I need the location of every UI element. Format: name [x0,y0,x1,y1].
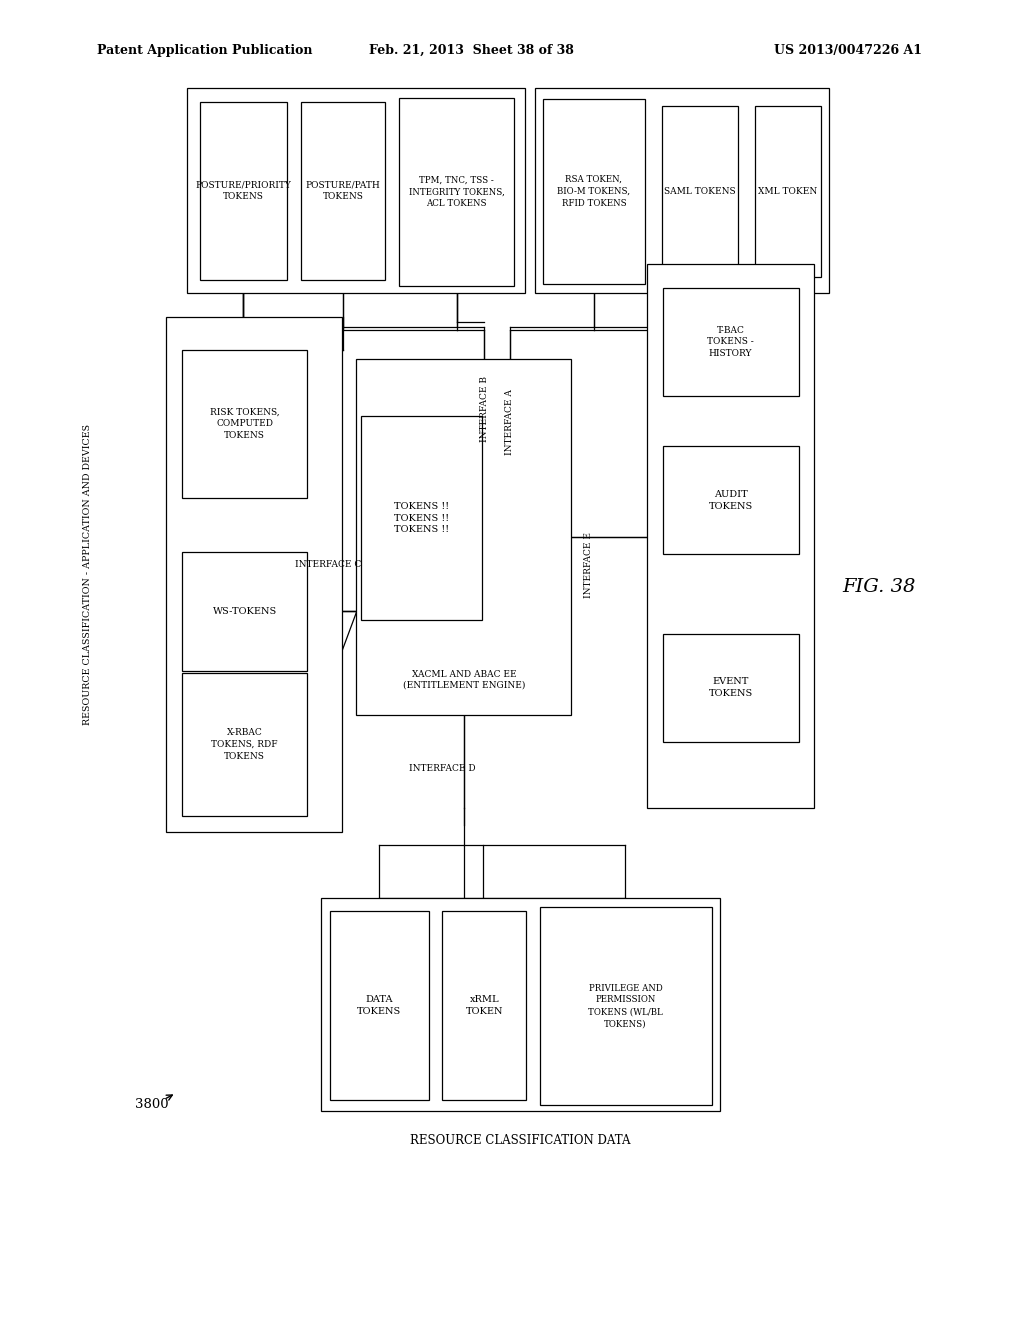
Text: EVENT
TOKENS: EVENT TOKENS [709,677,753,698]
Bar [663,288,799,396]
Bar [399,98,514,286]
Text: RSA TOKEN,
BIO-M TOKENS,
RFID TOKENS: RSA TOKEN, BIO-M TOKENS, RFID TOKENS [557,176,631,207]
Bar [535,88,829,293]
Text: RESOURCE CLASSIFICATION - APPLICATION AND DEVICES: RESOURCE CLASSIFICATION - APPLICATION AN… [83,424,91,725]
Text: INTERFACE D: INTERFACE D [409,764,476,772]
Bar [663,634,799,742]
Bar [356,359,571,715]
Bar [663,446,799,554]
Text: TPM, TNC, TSS -
INTEGRITY TOKENS,
ACL TOKENS: TPM, TNC, TSS - INTEGRITY TOKENS, ACL TO… [409,176,505,209]
Text: Patent Application Publication: Patent Application Publication [97,44,312,57]
Bar [182,673,307,816]
Text: RISK TOKENS,
COMPUTED
TOKENS: RISK TOKENS, COMPUTED TOKENS [210,408,280,440]
Bar [755,106,821,277]
Text: INTERFACE A: INTERFACE A [506,389,514,455]
Bar [361,416,482,620]
Text: POSTURE/PRIORITY
TOKENS: POSTURE/PRIORITY TOKENS [196,181,291,201]
Text: 3800: 3800 [135,1098,168,1111]
Text: INTERFACE B: INTERFACE B [480,376,488,442]
Text: xRML
TOKEN: xRML TOKEN [466,995,503,1015]
Text: T-BAC
TOKENS -
HISTORY: T-BAC TOKENS - HISTORY [708,326,754,358]
Bar [187,88,525,293]
Text: AUDIT
TOKENS: AUDIT TOKENS [709,490,753,511]
Text: POSTURE/PATH
TOKENS: POSTURE/PATH TOKENS [306,181,380,201]
Text: Feb. 21, 2013  Sheet 38 of 38: Feb. 21, 2013 Sheet 38 of 38 [369,44,573,57]
Text: PRIVILEGE AND
PERMISSION
TOKENS (WL/BL
TOKENS): PRIVILEGE AND PERMISSION TOKENS (WL/BL T… [589,983,663,1028]
Text: US 2013/0047226 A1: US 2013/0047226 A1 [773,44,922,57]
Bar [182,552,307,671]
Bar [301,102,385,280]
Bar [540,907,712,1105]
Bar [442,911,526,1100]
Bar [200,102,287,280]
Text: INTERFACE C: INTERFACE C [295,561,360,569]
Text: X-RBAC
TOKENS, RDF
TOKENS: X-RBAC TOKENS, RDF TOKENS [211,729,279,760]
Text: XML TOKEN: XML TOKEN [759,187,817,195]
Text: SAML TOKENS: SAML TOKENS [665,187,735,195]
Bar [321,898,720,1111]
Text: FIG. 38: FIG. 38 [842,578,915,597]
Text: DATA
TOKENS: DATA TOKENS [357,995,401,1015]
Text: XACML AND ABAC EE
(ENTITLEMENT ENGINE): XACML AND ABAC EE (ENTITLEMENT ENGINE) [402,671,525,689]
Bar [330,911,429,1100]
Text: INTERFACE E: INTERFACE E [585,532,593,598]
Text: TOKENS !!
TOKENS !!
TOKENS !!: TOKENS !! TOKENS !! TOKENS !! [394,502,450,535]
Text: WS-TOKENS: WS-TOKENS [213,607,276,615]
Text: RESOURCE CLASSIFICATION DATA: RESOURCE CLASSIFICATION DATA [410,1134,631,1147]
Bar [166,317,342,832]
Bar [182,350,307,498]
Bar [647,264,814,808]
Bar [543,99,645,284]
Bar [662,106,738,277]
